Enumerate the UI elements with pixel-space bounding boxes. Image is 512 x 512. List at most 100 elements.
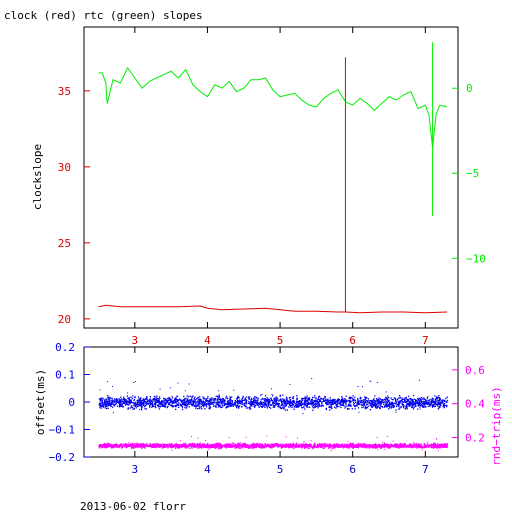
offset-point (335, 400, 338, 403)
left-axis-label: clockslope (31, 144, 44, 210)
rnd-trip-outlier (191, 448, 193, 449)
offset-point (398, 405, 400, 408)
offset-point (107, 396, 109, 399)
rnd-trip-point (193, 443, 195, 445)
offset-point (133, 402, 135, 404)
offset-point (438, 405, 440, 408)
offset-point (222, 397, 224, 400)
rnd-trip-point (227, 444, 229, 446)
offset-point (134, 397, 136, 399)
rnd-trip-point (413, 444, 415, 446)
offset-point (186, 404, 188, 406)
offset-point (419, 401, 421, 403)
offset-point (404, 397, 406, 399)
rnd-trip-point (298, 443, 300, 446)
offset-point (365, 405, 367, 407)
offset-point (113, 401, 115, 404)
rnd-trip-point (230, 443, 232, 445)
offset-point (410, 398, 412, 400)
rnd-trip-point (299, 444, 301, 447)
offset-point (378, 403, 380, 405)
rnd-trip-outlier (266, 435, 268, 437)
offset-point (106, 400, 108, 402)
offset-point (224, 402, 226, 405)
rnd-trip-point (189, 443, 191, 445)
offset-point (205, 400, 207, 402)
offset-point (383, 398, 386, 400)
rnd-trip-point (308, 447, 310, 449)
offset-point (265, 400, 267, 402)
rnd-trip-point (374, 444, 376, 446)
rnd-trip-point (154, 445, 156, 447)
rnd-trip-point (100, 444, 102, 446)
offset-point (312, 407, 315, 409)
rnd-trip-point (175, 447, 177, 449)
offset-point (218, 398, 220, 401)
rnd-trip-point (120, 444, 123, 446)
offset-point (427, 396, 429, 398)
rnd-trip-point (445, 446, 447, 448)
rnd-trip-point (348, 445, 350, 448)
offset-point (305, 400, 307, 402)
rnd-trip-point (289, 445, 291, 447)
offset-point (391, 398, 393, 401)
offset-point (192, 401, 194, 404)
rnd-trip-point (305, 446, 307, 449)
offset-point (110, 403, 112, 405)
offset-point (249, 403, 251, 405)
rnd-trip-point (314, 443, 316, 445)
offset-point (332, 401, 334, 403)
rnd-trip-point (178, 447, 181, 449)
offset-point (154, 401, 157, 403)
offset-point (388, 399, 390, 401)
offset-point (363, 399, 365, 401)
rnd-trip-point (136, 444, 139, 446)
rnd-trip-point (336, 443, 338, 445)
rnd-trip-outlier (310, 440, 312, 442)
offset-point (363, 404, 365, 406)
offset-point (222, 399, 224, 401)
offset-point (298, 403, 301, 405)
rnd-trip-point (139, 446, 142, 448)
offset-point (430, 398, 432, 400)
offset-point (285, 405, 287, 407)
offset-point (404, 401, 407, 403)
offset-point (291, 402, 294, 405)
rnd-trip-point (236, 447, 238, 449)
offset-point (146, 399, 149, 401)
offset-point (152, 402, 154, 404)
rnd-trip-point (441, 443, 443, 445)
rnd-trip-point (176, 445, 178, 447)
rnd-trip-point (367, 445, 369, 447)
rnd-trip-point (292, 444, 294, 446)
chart-title: clock (red) rtc (green) slopes (4, 9, 203, 22)
offset-point (224, 399, 226, 402)
offset-point (314, 403, 316, 406)
rnd-trip-point (124, 446, 126, 448)
offset-point (392, 406, 394, 408)
offset-point (179, 404, 181, 407)
rnd-trip-point (312, 446, 314, 448)
offset-point (277, 402, 280, 405)
rnd-trip-point (164, 446, 166, 448)
offset-point (388, 397, 390, 399)
offset-point (372, 402, 374, 404)
rnd-trip-point (328, 447, 330, 449)
offset-point (412, 394, 415, 397)
rnd-trip-point (363, 442, 365, 444)
offset-point (432, 404, 435, 406)
offset-point (396, 405, 398, 408)
offset-point (221, 406, 223, 408)
offset-point (392, 403, 394, 405)
offset-point (306, 395, 308, 397)
offset-point (125, 399, 127, 401)
offset-point (391, 402, 393, 404)
offset-point (342, 402, 345, 404)
offset-point (446, 396, 448, 398)
rnd-trip-point (349, 446, 351, 448)
rnd-trip-point (281, 446, 283, 449)
rnd-trip-point (352, 447, 354, 449)
rnd-trip-outlier (205, 440, 207, 441)
rnd-trip-point (270, 446, 273, 448)
offset-point (128, 397, 130, 399)
